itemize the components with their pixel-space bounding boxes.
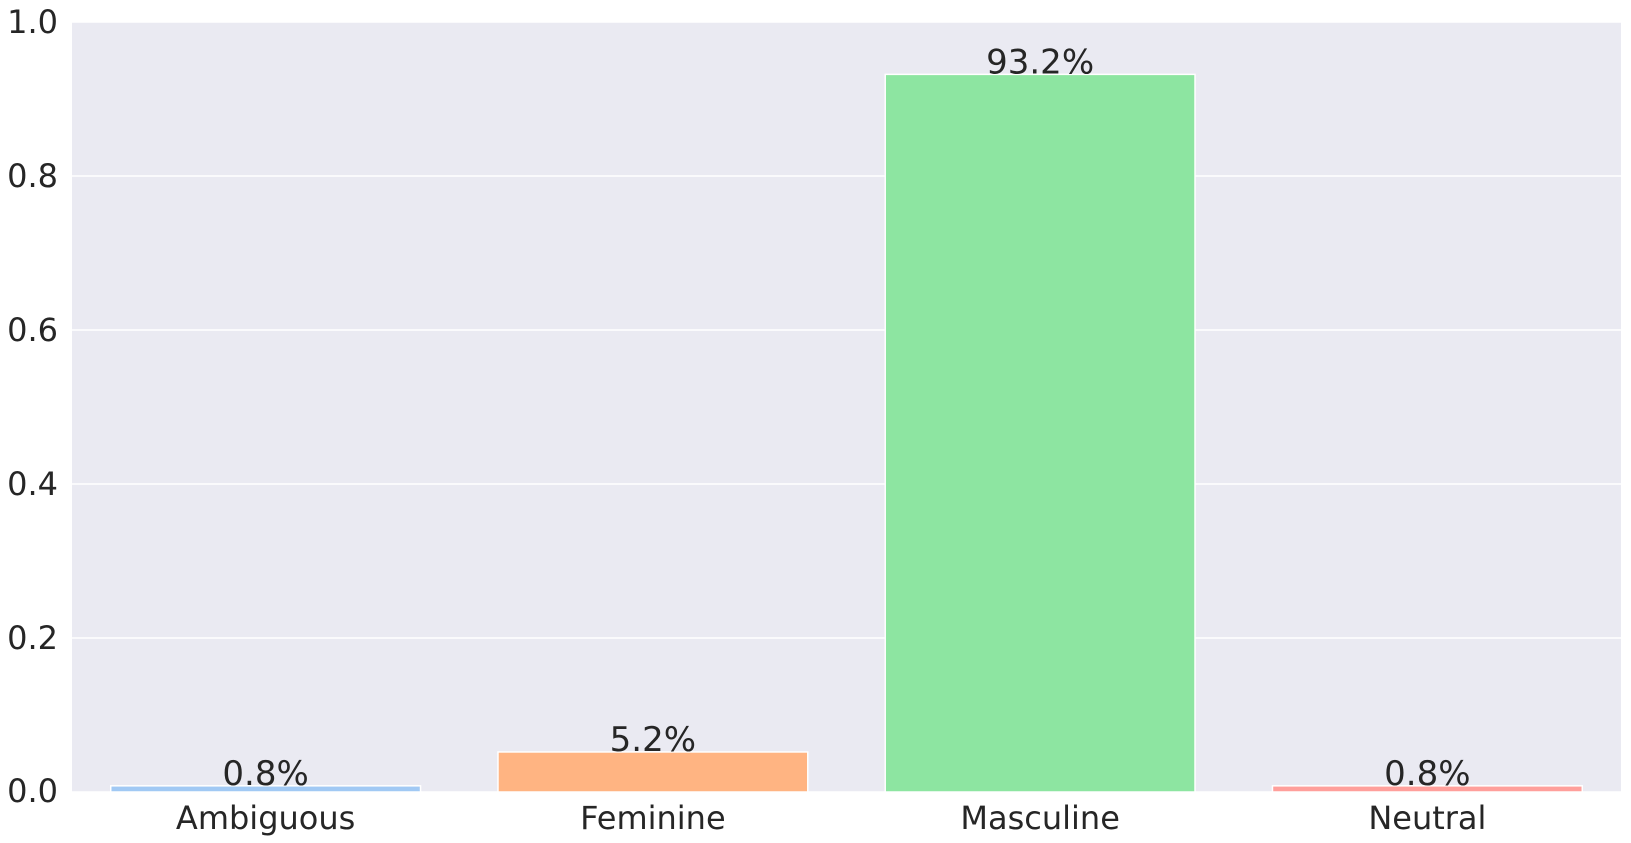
bar-masculine: [884, 73, 1196, 793]
plot-area: [72, 22, 1621, 792]
x-tick-label: Ambiguous: [176, 799, 355, 837]
y-tick-label: 0.6: [7, 311, 58, 349]
data-label: 0.8%: [222, 754, 308, 794]
x-tick-label: Feminine: [580, 799, 726, 837]
data-label: 0.8%: [1384, 754, 1470, 794]
bar-feminine: [497, 751, 809, 793]
data-label: 5.2%: [610, 720, 696, 760]
y-tick-label: 1.0: [7, 3, 58, 41]
bars: [109, 73, 1584, 793]
bar-ambiguous: [109, 785, 422, 793]
x-tick-label: Neutral: [1368, 799, 1486, 837]
data-label: 93.2%: [986, 42, 1094, 82]
x-axis-tick-labels: Ambiguous Feminine Masculine Neutral: [176, 799, 1487, 837]
bar-neutral: [1271, 785, 1584, 793]
data-labels: 0.8% 5.2% 93.2% 0.8%: [222, 42, 1470, 793]
y-tick-label: 0.8: [7, 157, 58, 195]
x-tick-label: Masculine: [960, 799, 1120, 837]
y-tick-label: 0.4: [7, 465, 58, 503]
y-tick-label: 0.2: [7, 619, 58, 657]
y-tick-label: 0.0: [7, 772, 58, 810]
y-axis-tick-labels: 0.0 0.2 0.4 0.6 0.8 1.0: [7, 3, 58, 810]
